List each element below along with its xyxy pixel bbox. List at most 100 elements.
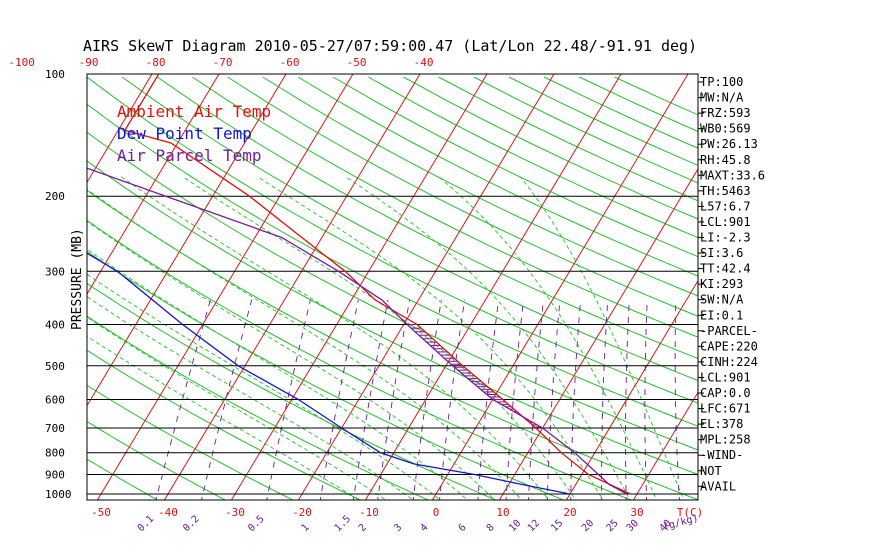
pressure-tick-label: 1000 — [45, 488, 72, 501]
chart-title: AIRS SkewT Diagram 2010-05-27/07:59:00.4… — [83, 37, 697, 55]
mixing-ratio-line — [155, 299, 211, 500]
series-line-2 — [87, 252, 571, 495]
moist-adiabat — [87, 273, 441, 500]
index-value: FRZ:593 — [700, 106, 751, 120]
dry-adiabat — [227, 76, 698, 317]
dry-adiabat — [508, 76, 698, 166]
dry-adiabat — [438, 76, 698, 202]
index-value: L57:6.7 — [700, 199, 751, 213]
dry-adiabat — [192, 76, 698, 338]
mixing-ratio-line — [352, 299, 389, 500]
index-value: CINH:224 — [700, 355, 758, 369]
pressure-tick-label: 600 — [45, 393, 65, 406]
index-value: CAP:0.0 — [700, 386, 751, 400]
mixing-ratio-tick-label: 12 — [526, 518, 542, 534]
isotherm — [163, 74, 421, 500]
index-value: SI:3.6 — [700, 246, 743, 260]
isotherm — [297, 74, 555, 500]
mixing-ratio-tick-label: 3 — [392, 522, 404, 534]
isotherm — [0, 59, 27, 504]
mixing-ratio-line — [601, 299, 609, 500]
bottom-temp-tick-label: -40 — [158, 506, 178, 519]
index-value: LFC:671 — [700, 402, 751, 416]
y-axis-label: PRESSURE (MB) — [70, 228, 85, 330]
isotherm — [364, 74, 622, 500]
mixing-ratio-tick-label: 1 — [300, 522, 312, 534]
legend: Ambient Air Temp Dew Point Temp Air Parcel… — [117, 102, 271, 165]
top-temp-tick-label: -80 — [146, 56, 166, 69]
bottom-temp-tick-label: -50 — [91, 506, 111, 519]
isotherm — [87, 74, 220, 295]
dry-adiabat-lines — [87, 76, 698, 500]
top-temp-tick-label: -40 — [414, 56, 434, 69]
moist-adiabat — [87, 316, 387, 500]
index-value: EL:378 — [700, 417, 743, 431]
dry-adiabat — [87, 384, 294, 500]
mixing-ratio-tick-label: 0.1 — [136, 514, 157, 535]
series-line-3 — [87, 167, 628, 495]
mixing-ratio-tick-label: 0.2 — [181, 514, 202, 535]
dry-adiabat — [368, 76, 698, 239]
top-temp-tick-label: -100 — [8, 56, 35, 69]
moist-adiabat — [87, 296, 414, 500]
pressure-tick-label: 800 — [45, 447, 65, 460]
pressure-tick-label: 200 — [45, 190, 65, 203]
dry-adiabat — [87, 160, 698, 476]
mixing-ratio-tick-label: 6 — [457, 522, 469, 534]
dry-adiabat — [297, 76, 698, 277]
isotherm — [833, 59, 870, 504]
mixing-ratio-line — [412, 299, 442, 500]
isotherm — [230, 74, 488, 500]
mixing-ratio-tick-label: 4 — [418, 522, 430, 534]
pressure-tick-label: 900 — [45, 469, 65, 482]
index-value: TH:5463 — [700, 184, 751, 198]
top-temp-tick-label: -90 — [79, 56, 99, 69]
mixing-ratio-line — [505, 299, 525, 500]
moist-adiabat — [182, 176, 577, 500]
index-value: MW:N/A — [700, 91, 744, 105]
bottom-temp-tick-label: 0 — [433, 506, 440, 519]
moist-adiabat — [87, 220, 496, 500]
profile-series — [87, 74, 631, 495]
isotherm — [96, 74, 354, 500]
moist-adiabat — [120, 176, 550, 500]
mixing-ratio-tick-label: 20 — [580, 518, 596, 534]
index-value: PW:26.13 — [700, 137, 758, 151]
legend-entry: Ambient Air Temp — [117, 102, 271, 121]
bottom-temp-tick-label: 20 — [563, 506, 576, 519]
dry-adiabat — [121, 76, 698, 382]
dry-adiabat — [87, 219, 633, 500]
dry-adiabat — [87, 282, 497, 500]
bottom-temp-tick-label: 10 — [496, 506, 509, 519]
index-value: EI:0.1 — [700, 308, 743, 322]
isotherm — [87, 74, 287, 407]
moist-adiabat-lines — [87, 176, 685, 500]
mixing-ratio-tick-label: 8 — [485, 522, 497, 534]
mixing-ratio-tick-label: 0.5 — [246, 514, 267, 535]
moist-adiabat — [519, 176, 685, 500]
bottom-temp-tick-label: 30 — [630, 506, 643, 519]
dry-adiabat — [87, 458, 159, 500]
top-temp-tick-label: -60 — [280, 56, 300, 69]
index-value: AVAIL — [700, 479, 736, 493]
mixing-ratio-line — [319, 299, 359, 500]
dry-adiabat — [403, 76, 698, 220]
legend-entry: Dew Point Temp — [117, 124, 252, 143]
dry-adiabat — [87, 315, 430, 500]
index-value: MAXT:33.6 — [700, 168, 765, 182]
index-value: LCL:901 — [700, 215, 751, 229]
index-value: KI:293 — [700, 277, 743, 291]
moist-adiabat — [257, 176, 604, 500]
dry-adiabat — [157, 76, 698, 360]
legend-entry: Air Parcel Temp — [117, 146, 262, 165]
dry-adiabat — [473, 76, 698, 184]
mixing-ratio-tick-label: 2 — [357, 522, 369, 534]
isotherm — [87, 74, 153, 184]
dry-adiabat — [332, 76, 698, 258]
mixing-ratio-tick-label: 10 — [507, 518, 523, 534]
top-temp-tick-label: -70 — [213, 56, 233, 69]
dry-adiabat — [87, 103, 698, 427]
mixing-ratio-line — [201, 299, 253, 500]
dry-adiabat — [87, 131, 698, 451]
moist-adiabat — [87, 335, 360, 500]
